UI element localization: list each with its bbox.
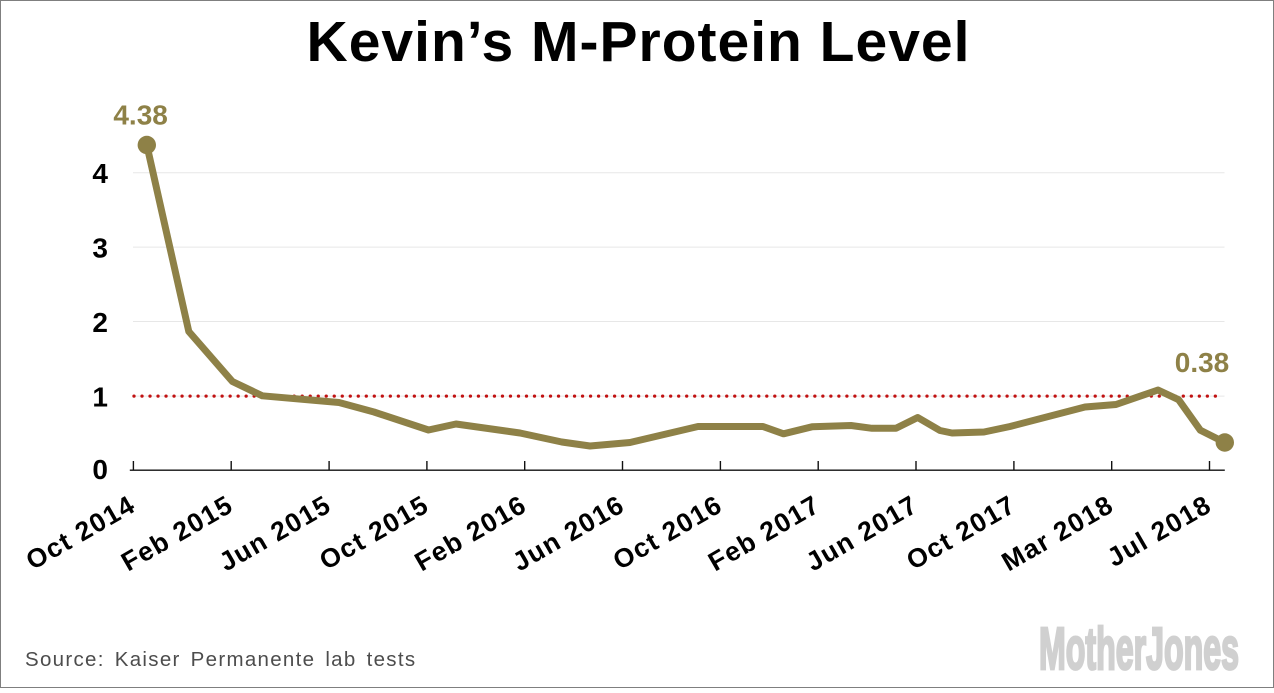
svg-text:0: 0 (92, 454, 108, 485)
svg-text:MotherJones: MotherJones (1039, 616, 1239, 682)
svg-text:2: 2 (92, 307, 108, 338)
svg-text:Jun 2015: Jun 2015 (214, 489, 336, 577)
svg-text:4.38: 4.38 (113, 100, 168, 131)
svg-text:4: 4 (92, 158, 108, 189)
svg-text:3: 3 (92, 233, 108, 264)
svg-text:Jun 2016: Jun 2016 (507, 489, 629, 577)
svg-text:Feb 2017: Feb 2017 (703, 489, 825, 577)
svg-text:1: 1 (92, 381, 108, 412)
svg-text:Feb 2015: Feb 2015 (116, 489, 238, 577)
svg-text:0.38: 0.38 (1175, 347, 1230, 378)
svg-text:Jun 2017: Jun 2017 (801, 489, 923, 577)
svg-text:Jul 2018: Jul 2018 (1102, 489, 1217, 572)
svg-text:Source: Kaiser Permanente lab: Source: Kaiser Permanente lab tests (25, 648, 416, 671)
svg-text:Kevin’s M-Protein Level: Kevin’s M-Protein Level (307, 10, 971, 74)
svg-text:Feb 2016: Feb 2016 (409, 489, 531, 577)
svg-text:Mar 2018: Mar 2018 (996, 489, 1118, 577)
